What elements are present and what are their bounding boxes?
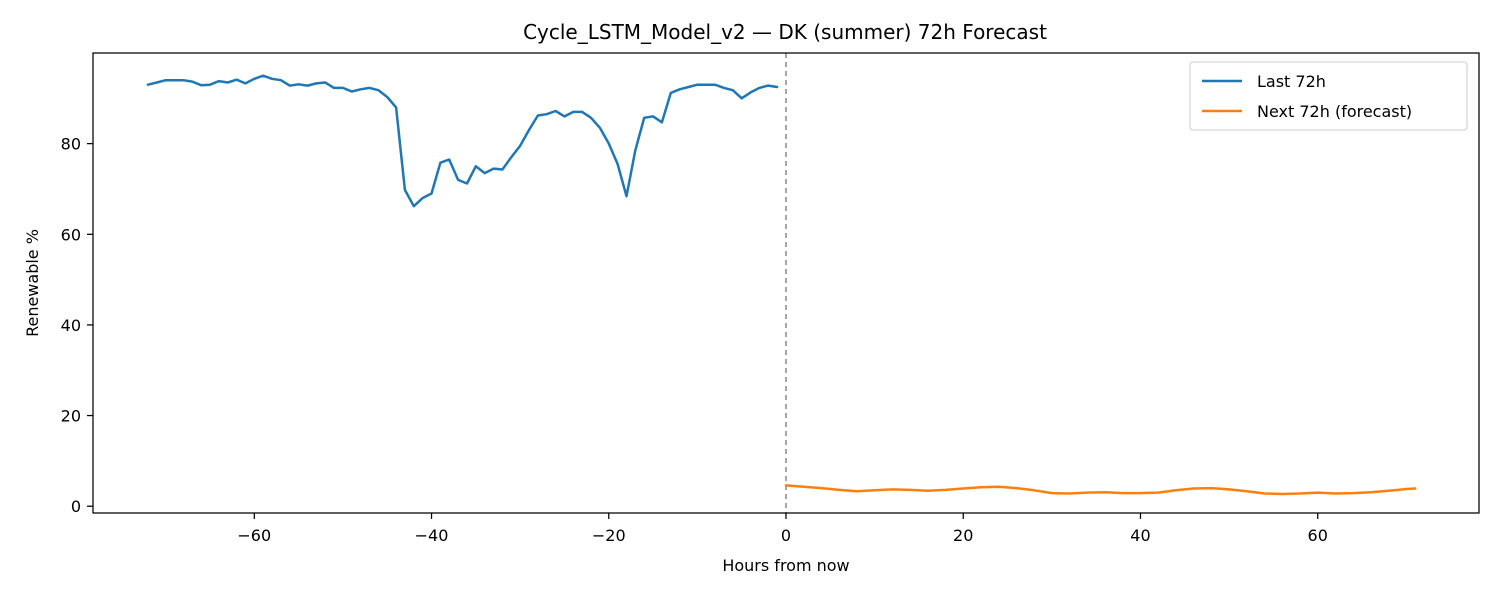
y-axis: 0 20 40 60 80 (61, 135, 93, 516)
legend-label-last-72h: Last 72h (1257, 72, 1326, 91)
legend-box (1189, 61, 1468, 131)
legend-label-forecast: Next 72h (forecast) (1257, 102, 1412, 121)
legend: Last 72h Next 72h (forecast) (1189, 61, 1468, 131)
x-tick-label: 0 (781, 526, 791, 545)
y-tick-label: 60 (61, 225, 81, 244)
x-axis: −60 −40 −20 0 20 40 60 (237, 513, 1328, 545)
x-tick-label: 20 (953, 526, 973, 545)
y-tick-label: 0 (71, 497, 81, 516)
x-axis-label: Hours from now (722, 556, 849, 575)
series-line-forecast (784, 484, 1417, 496)
chart-title: Cycle_LSTM_Model_v2 — DK (summer) 72h Fo… (523, 20, 1047, 44)
y-axis-label: Renewable % (23, 229, 42, 337)
x-tick-label: −60 (237, 526, 271, 545)
y-tick-label: 20 (61, 407, 81, 426)
y-tick-label: 40 (61, 316, 81, 335)
x-tick-label: 40 (1130, 526, 1150, 545)
plot-area (146, 53, 1417, 513)
y-tick-label: 80 (61, 135, 81, 154)
series-line-last-72h (146, 74, 779, 208)
x-tick-label: −20 (592, 526, 626, 545)
x-tick-label: 60 (1308, 526, 1328, 545)
x-tick-label: −40 (415, 526, 449, 545)
